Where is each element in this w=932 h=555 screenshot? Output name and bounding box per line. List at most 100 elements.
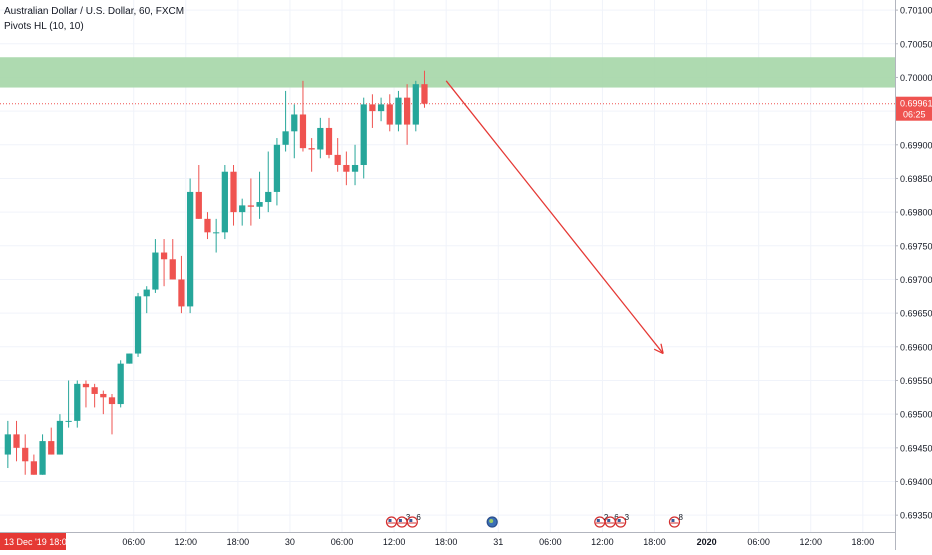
time-tick-label: 18:00 xyxy=(435,537,458,547)
forecast-arrow-head xyxy=(660,343,664,354)
price-tick-label: 0.69600 xyxy=(900,342,932,352)
candle-up[interactable] xyxy=(282,131,289,145)
price-tick-label: 0.69700 xyxy=(900,275,932,285)
indicator-label[interactable]: Pivots HL (10, 10) xyxy=(4,21,84,32)
candle-up[interactable] xyxy=(351,164,359,172)
flag-canton xyxy=(409,519,413,522)
price-tick-label: 0.69850 xyxy=(900,174,932,184)
candle-up[interactable] xyxy=(273,144,281,192)
candle-down[interactable] xyxy=(386,104,393,125)
price-tick-label: 0.69500 xyxy=(900,410,932,420)
forecast-arrow-line[interactable] xyxy=(445,80,664,354)
candle-down[interactable] xyxy=(108,397,116,405)
time-tick-label: 12:00 xyxy=(799,537,822,547)
candle-up[interactable] xyxy=(395,97,402,125)
candle-up[interactable] xyxy=(360,104,367,165)
candle-down[interactable] xyxy=(195,191,202,219)
axis-corner xyxy=(896,533,932,550)
candle-down[interactable] xyxy=(421,84,428,104)
time-tick-label: 30 xyxy=(285,537,295,547)
time-tick-label: 06:00 xyxy=(122,537,145,547)
cursor-date-tag[interactable] xyxy=(0,533,66,550)
price-tick-label: 0.69400 xyxy=(900,477,932,487)
candle-down[interactable] xyxy=(299,114,307,149)
candle-up[interactable] xyxy=(65,420,72,422)
candle-up[interactable] xyxy=(4,434,11,455)
candle-down[interactable] xyxy=(230,171,237,213)
event-count-label: 6 xyxy=(416,513,421,522)
price-tick-label: 0.69900 xyxy=(900,140,932,150)
time-tick-label: 18:00 xyxy=(852,537,875,547)
candle-up[interactable] xyxy=(412,84,419,125)
candle-up[interactable] xyxy=(213,232,220,234)
symbol-title[interactable]: Australian Dollar / U.S. Dollar, 60, FXC… xyxy=(4,6,185,17)
candle-up[interactable] xyxy=(317,127,324,150)
candle-down[interactable] xyxy=(403,97,411,125)
time-tick-label: 06:00 xyxy=(747,537,770,547)
event-count-label: 3 xyxy=(406,513,411,522)
candle-up[interactable] xyxy=(221,171,228,233)
price-tick-label: 0.69550 xyxy=(900,376,932,386)
candle-down[interactable] xyxy=(325,127,333,155)
candle-down[interactable] xyxy=(48,441,55,455)
time-tick-label: 2020 xyxy=(697,537,717,547)
candle-down[interactable] xyxy=(308,148,315,150)
flag-canton xyxy=(596,519,600,522)
price-tick-label: 0.69350 xyxy=(900,511,932,521)
candle-up[interactable] xyxy=(265,191,272,203)
candle-down[interactable] xyxy=(82,383,90,388)
candle-down[interactable] xyxy=(247,205,255,207)
candle-down[interactable] xyxy=(204,218,211,233)
candle-up[interactable] xyxy=(291,114,298,132)
time-tick-label: 12:00 xyxy=(383,537,406,547)
price-tick-label: 0.70050 xyxy=(900,39,932,49)
time-tick-label: 18:00 xyxy=(227,537,250,547)
candle-up[interactable] xyxy=(126,353,133,364)
event-count-label: 3 xyxy=(625,513,630,522)
candle-up[interactable] xyxy=(143,289,150,297)
candle-up[interactable] xyxy=(39,441,46,475)
candle-up[interactable] xyxy=(56,420,64,455)
price-tick-label: 0.69650 xyxy=(900,309,932,319)
bar-countdown-label: 06:25 xyxy=(903,110,926,120)
time-axis[interactable] xyxy=(0,532,895,550)
time-tick-label: 12:00 xyxy=(591,537,614,547)
price-axis[interactable] xyxy=(895,0,932,550)
candle-up[interactable] xyxy=(152,252,159,290)
price-tick-label: 0.69800 xyxy=(900,208,932,218)
forecast-arrow-head xyxy=(653,348,664,355)
price-tick-label: 0.70000 xyxy=(900,73,932,83)
cursor-date-label: 13 Dec '19 18:00 xyxy=(4,537,72,547)
candle-down[interactable] xyxy=(178,279,185,307)
candle-up[interactable] xyxy=(256,202,263,207)
candle-up[interactable] xyxy=(377,104,385,112)
candle-down[interactable] xyxy=(160,252,168,260)
flag-canton xyxy=(388,519,392,522)
time-tick-label: 18:00 xyxy=(643,537,666,547)
candle-up[interactable] xyxy=(239,205,246,213)
candle-down[interactable] xyxy=(13,434,20,448)
candle-down[interactable] xyxy=(369,104,376,112)
candle-down[interactable] xyxy=(30,461,38,475)
flag-canton xyxy=(398,519,402,522)
flag-canton xyxy=(617,519,621,522)
event-count-label: 6 xyxy=(614,513,619,522)
candle-down[interactable] xyxy=(343,164,350,172)
candle-down[interactable] xyxy=(100,393,107,398)
candle-down[interactable] xyxy=(91,387,98,394)
candle-up[interactable] xyxy=(186,191,194,307)
candle-up[interactable] xyxy=(74,383,81,421)
time-tick-label: 31 xyxy=(493,537,503,547)
event-count-label: 2 xyxy=(604,513,609,522)
price-tick-label: 0.69450 xyxy=(900,443,932,453)
candle-down[interactable] xyxy=(334,154,341,165)
globe-land xyxy=(489,519,494,523)
candle-down[interactable] xyxy=(22,447,29,462)
candle-up[interactable] xyxy=(117,363,124,405)
last-price-tag[interactable] xyxy=(896,96,932,121)
candle-up[interactable] xyxy=(134,296,142,354)
last-price-label: 0.69961 xyxy=(900,99,932,109)
candle-down[interactable] xyxy=(169,259,176,280)
